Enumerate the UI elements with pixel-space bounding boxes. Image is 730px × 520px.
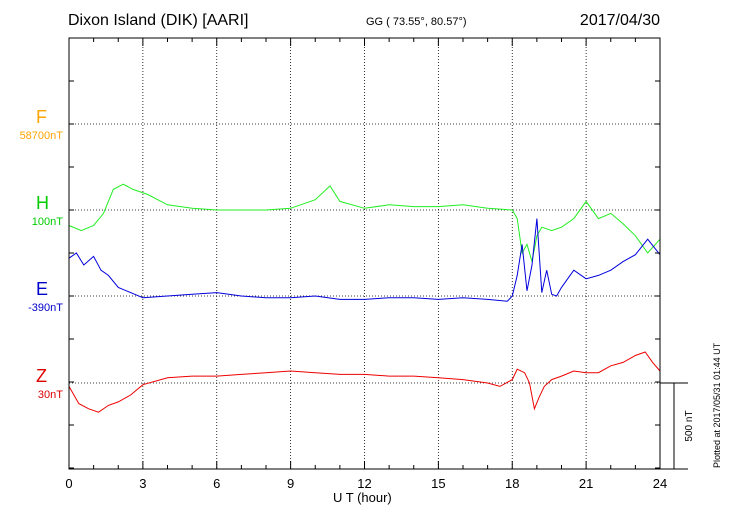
x-tick-label: 6: [213, 476, 220, 491]
series-e-line: [68, 218, 661, 302]
coordinates: GG ( 73.55°, 80.57°): [366, 16, 467, 28]
grid-lines: [69, 38, 660, 469]
plotted-note: Plotted at 2017/05/31 01:44 UT: [712, 342, 722, 468]
component-h-baseline: 100nT: [31, 216, 63, 228]
scale-bar: 500 nT: [660, 382, 695, 470]
component-e-baseline: -390nT: [28, 302, 63, 314]
x-tick-label: 21: [579, 476, 593, 491]
component-z-baseline: 30nT: [37, 389, 63, 401]
component-h-letter: H: [36, 193, 49, 213]
tick-marks: [68, 38, 661, 469]
x-tick-label: 15: [431, 476, 445, 491]
component-e-letter: E: [36, 279, 49, 299]
x-tick-label: 24: [653, 476, 667, 491]
x-axis-label: U T (hour): [333, 490, 392, 505]
component-f-baseline: 58700nT: [19, 130, 63, 142]
series-h-line: [68, 183, 661, 262]
series-z-line: [68, 351, 661, 413]
component-f-letter: F: [36, 107, 47, 127]
station-title: Dixon Island (DIK) [AARI]: [68, 12, 249, 29]
x-tick-label: 0: [65, 476, 72, 491]
x-tick-label: 3: [139, 476, 146, 491]
date-label: 2017/04/30: [579, 12, 660, 29]
x-tick-label: 9: [287, 476, 294, 491]
x-tick-label: 12: [357, 476, 371, 491]
component-z-letter: Z: [36, 366, 47, 386]
series-layer: [68, 183, 661, 413]
scale-label: 500 nT: [684, 410, 695, 441]
x-tick-labels: 0 3 6 9 12 15 18 21 24: [65, 476, 667, 491]
x-tick-label: 18: [505, 476, 519, 491]
